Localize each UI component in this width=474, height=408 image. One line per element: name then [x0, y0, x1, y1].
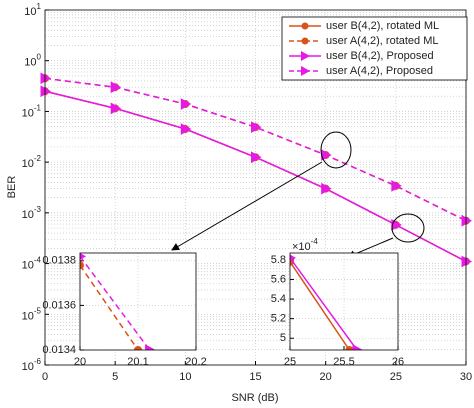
marker — [391, 219, 402, 231]
y-tick-label-exp: -6 — [34, 357, 42, 366]
x-tick-label: 25 — [284, 356, 296, 368]
series-line — [290, 257, 358, 350]
zoom-ellipse — [320, 131, 352, 169]
marker — [110, 102, 122, 115]
x-tick-label: 20.1 — [127, 356, 148, 368]
y-tick-label: 5 — [280, 332, 286, 344]
y-tick-label-exp: -1 — [34, 104, 42, 113]
x-tick-label: 25.5 — [333, 356, 354, 368]
x-tick-label: 10 — [179, 371, 191, 383]
y-tick-label-exp: 0 — [37, 53, 42, 62]
y-tick-label-base: 10 — [24, 6, 36, 18]
marker — [80, 261, 84, 270]
y-tick-label-exp: -2 — [34, 154, 42, 163]
marker — [461, 255, 473, 268]
legend-marker — [301, 66, 310, 76]
y-tick-label-base: 10 — [22, 259, 34, 271]
y-tick-label-base: 10 — [22, 158, 34, 170]
legend-marker — [301, 22, 309, 30]
plot-frame — [79, 252, 197, 351]
legend-label: user B(4,2), Proposed — [326, 50, 434, 62]
marker — [251, 151, 262, 164]
series-line — [290, 261, 351, 350]
y-tick-label-base: 10 — [22, 107, 34, 119]
y-tick-label-exp: 1 — [37, 2, 42, 11]
legend-marker — [301, 37, 309, 45]
legend-label: user A(4,2), rotated ML — [326, 35, 439, 47]
y-tick-label: 0.0138 — [42, 255, 76, 267]
legend-marker — [301, 51, 310, 61]
plot-frame — [289, 252, 399, 351]
y-tick-label: 10-4 — [22, 256, 42, 272]
y-tick-label: 0.0134 — [42, 344, 76, 356]
y-tick-label-exp: -5 — [34, 306, 42, 315]
marker — [134, 346, 142, 350]
zoom-arrow — [171, 161, 323, 251]
marker — [461, 214, 473, 227]
x-tick-label: 20 — [74, 356, 86, 368]
marker — [321, 182, 332, 195]
y-tick-label: 100 — [24, 53, 41, 69]
inset-plot: 20 20.1 20.2 0.0134 0.0136 0.0138 — [42, 252, 207, 368]
x-tick-label: 20.2 — [185, 356, 206, 368]
marker — [180, 98, 192, 110]
y-tick-label-base: 10 — [24, 57, 36, 69]
x-tick-label: 30 — [460, 371, 472, 383]
x-tick-label: 15 — [249, 371, 261, 383]
marker — [80, 253, 87, 260]
y-tick-label: 10-5 — [22, 306, 42, 322]
marker — [391, 180, 402, 192]
marker — [40, 72, 52, 85]
y-tick-label: 10-6 — [22, 357, 42, 373]
marker — [180, 123, 192, 135]
y-multiplier-exp: -4 — [311, 237, 319, 246]
marker — [251, 121, 262, 133]
marker — [40, 85, 52, 98]
y-tick-label: 5.8 — [271, 254, 286, 266]
series-group — [80, 253, 156, 350]
series-group — [290, 254, 363, 350]
marker — [290, 254, 297, 262]
x-tick-label: 5 — [112, 371, 118, 383]
legend-label: user A(4,2), Proposed — [326, 65, 433, 77]
legend: user B(4,2), rotated ML user A(4,2), rota… — [281, 16, 468, 81]
zoom-ellipse — [391, 213, 425, 243]
marker — [345, 346, 354, 350]
y-tick-label-exp: -4 — [34, 256, 42, 265]
marker — [110, 81, 122, 94]
series-line — [80, 264, 139, 350]
y-tick-label-base: 10 — [22, 310, 34, 322]
y-tick-label: 101 — [24, 2, 41, 18]
marker — [145, 344, 156, 350]
legend-label: user B(4,2), rotated ML — [326, 20, 439, 32]
x-axis-label: SNR (dB) — [231, 392, 278, 404]
y-axis-label: BER — [6, 176, 18, 199]
y-multiplier: ×10-4 — [292, 237, 318, 253]
plot-frame — [44, 9, 467, 366]
y-tick-label: 10-1 — [22, 104, 42, 120]
y-tick-label-base: 10 — [22, 361, 34, 373]
inset-plot: 25 25.5 26 5 5.2 5.4 5.6 5.8 ×10-4 — [271, 237, 404, 368]
y-tick-label: 5.4 — [271, 293, 286, 305]
x-tick-label: 25 — [390, 371, 402, 383]
y-multiplier-base: ×10 — [292, 241, 311, 253]
x-tick-label: 20 — [320, 371, 332, 383]
legend-box — [281, 16, 468, 81]
y-tick-label-exp: -3 — [34, 205, 42, 214]
y-tick-label-base: 10 — [22, 209, 34, 221]
y-tick-label: 10-3 — [22, 205, 42, 221]
x-tick-label: 26 — [392, 356, 404, 368]
y-tick-label: 5.6 — [271, 273, 286, 285]
marker — [352, 344, 363, 350]
x-tick-label: 0 — [42, 371, 48, 383]
y-tick-label: 0.0136 — [42, 299, 76, 311]
y-tick-label: 10-2 — [22, 154, 42, 170]
y-tick-label: 5.2 — [271, 313, 286, 325]
series-group — [40, 72, 473, 268]
